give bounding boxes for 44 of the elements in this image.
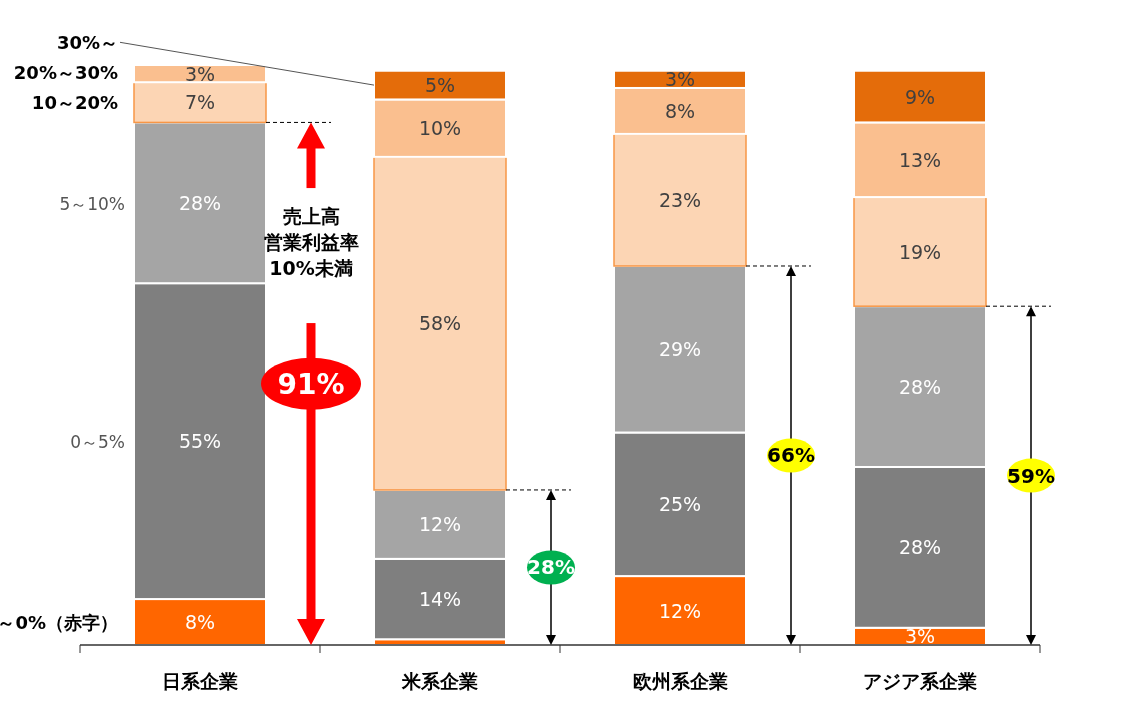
data-label: 28% <box>178 191 222 214</box>
data-label: 23% <box>658 188 702 211</box>
data-label: 7% <box>184 91 216 114</box>
data-label: 28% <box>898 536 942 559</box>
data-label: 3% <box>664 68 696 91</box>
annotation: 59% <box>1007 463 1055 488</box>
data-label: 3% <box>184 62 216 85</box>
annotation: 営業利益率 <box>263 231 359 254</box>
data-label: 8% <box>664 99 696 122</box>
data-label: 9% <box>904 85 936 108</box>
annotation: 10%未満 <box>269 257 353 280</box>
x-tick-label: 米系企業 <box>401 670 478 692</box>
annotation: 91% <box>277 367 345 401</box>
data-label: 58% <box>418 312 462 335</box>
series-label: 5～10% <box>59 193 125 214</box>
data-label: 28% <box>898 375 942 398</box>
data-label: 3% <box>904 625 936 648</box>
annotation: 66% <box>767 443 815 468</box>
annotation: 28% <box>527 555 575 580</box>
series-label: 20%～30% <box>13 62 118 84</box>
x-tick-label: アジア系企業 <box>863 670 977 692</box>
bar <box>133 81 267 124</box>
series-label: 10～20% <box>31 92 118 114</box>
data-label: 29% <box>658 338 702 361</box>
data-label: 8% <box>184 611 216 634</box>
data-label: 5% <box>424 74 456 97</box>
bar <box>373 156 507 491</box>
data-label: 55% <box>178 430 222 453</box>
data-label: 12% <box>418 513 462 536</box>
x-tick-label: 日系企業 <box>162 670 238 692</box>
data-label: 10% <box>418 117 462 140</box>
series-label: 0～5% <box>70 432 125 453</box>
annotation: 売上高 <box>282 205 340 228</box>
bar <box>853 196 987 307</box>
data-label: 13% <box>898 148 942 171</box>
data-label: 14% <box>418 588 462 611</box>
x-tick-label: 欧州系企業 <box>632 670 728 692</box>
text: 30%～ <box>56 32 118 54</box>
data-label: 19% <box>898 240 942 263</box>
bar <box>133 64 267 84</box>
data-label: 12% <box>658 599 702 622</box>
bar <box>613 133 747 267</box>
series-label: ～0%（赤字） <box>0 612 118 634</box>
data-label: 25% <box>658 493 702 516</box>
